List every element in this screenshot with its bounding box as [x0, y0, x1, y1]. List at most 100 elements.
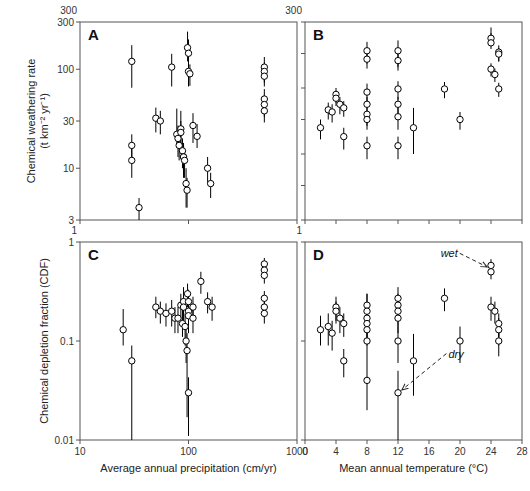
plot-area	[129, 32, 268, 220]
x-tick-label: 24	[485, 446, 497, 457]
data-point	[441, 86, 447, 92]
x-tick-label: 1000	[286, 446, 309, 457]
data-point	[190, 122, 196, 128]
data-point	[185, 298, 191, 304]
panel: 0481216202428DMean annual temperature (°…	[296, 225, 528, 474]
plot-area	[317, 27, 502, 159]
plot-frame	[305, 22, 522, 220]
x-tick	[522, 440, 523, 444]
x-tick-label: 0	[302, 446, 308, 457]
y-tick	[76, 121, 80, 122]
annotation: dry	[448, 348, 465, 360]
x-tick	[297, 220, 298, 224]
x-tick	[305, 220, 306, 224]
data-point	[492, 71, 498, 77]
data-point	[317, 125, 323, 131]
x-tick	[367, 440, 368, 444]
data-point	[261, 101, 267, 107]
data-point	[207, 180, 213, 186]
corner-annotation: 1	[296, 225, 302, 236]
error-bar	[131, 45, 132, 88]
figure: 31030100300AChemical weathering rate(t k…	[0, 0, 530, 491]
data-point	[496, 338, 502, 344]
x-tick	[460, 220, 461, 224]
data-point	[129, 358, 135, 364]
x-tick-label: 28	[516, 446, 528, 457]
data-point	[395, 86, 401, 92]
data-point	[410, 125, 416, 131]
annotation: wet	[441, 247, 459, 259]
data-point	[457, 338, 463, 344]
x-tick	[80, 440, 81, 444]
panel-label: B	[313, 26, 324, 43]
data-point	[168, 64, 174, 70]
data-point	[410, 358, 416, 364]
data-point	[190, 315, 196, 321]
data-point	[364, 302, 370, 308]
data-point	[198, 278, 204, 284]
data-point	[364, 116, 370, 122]
data-point	[185, 50, 191, 56]
panel: 1010010000.010.11CChemical depletion fra…	[38, 225, 309, 474]
y-tick-label: 10	[63, 163, 75, 174]
x-tick-label: 10	[74, 446, 86, 457]
y-tick-label: 3	[68, 215, 74, 226]
x-tick-label: 8	[364, 446, 370, 457]
panel-label: D	[313, 246, 324, 263]
data-point	[457, 116, 463, 122]
error-bar	[398, 327, 399, 363]
data-point	[395, 302, 401, 308]
plot-area	[120, 258, 268, 440]
data-point	[182, 323, 188, 329]
data-point	[364, 320, 370, 326]
data-point	[261, 73, 267, 79]
data-point	[364, 56, 370, 62]
data-point	[333, 95, 339, 101]
y-tick-label: 30	[63, 116, 75, 127]
x-tick	[336, 220, 337, 224]
data-point	[261, 108, 267, 114]
y-tick	[301, 440, 305, 441]
data-point	[488, 40, 494, 46]
data-point	[364, 377, 370, 383]
y-tick	[301, 185, 305, 186]
data-point	[175, 315, 181, 321]
data-point	[329, 330, 335, 336]
y-tick-label: 300	[57, 17, 74, 28]
panel-label: A	[88, 26, 99, 43]
corner-annotation: 300	[285, 5, 302, 16]
data-point	[333, 308, 339, 314]
data-point	[496, 320, 502, 326]
data-point	[179, 148, 185, 154]
data-point	[157, 118, 163, 124]
y-tick	[76, 22, 80, 23]
data-point	[129, 142, 135, 148]
y-tick	[301, 341, 305, 342]
plot-frame	[305, 242, 522, 440]
data-point	[395, 48, 401, 54]
x-tick	[336, 440, 337, 444]
annotation-arrow	[460, 253, 487, 267]
y-tick-label: 0.01	[55, 435, 75, 446]
x-tick	[398, 440, 399, 444]
data-point	[129, 157, 135, 163]
x-tick	[398, 220, 399, 224]
y-tick	[301, 22, 305, 23]
y-tick	[301, 154, 305, 155]
annotation-arrow	[402, 354, 447, 390]
x-tick-label: 100	[180, 446, 197, 457]
data-point	[184, 291, 190, 297]
panel: B 300	[285, 5, 522, 224]
plot-area	[317, 259, 502, 440]
x-tick	[491, 220, 492, 224]
data-point	[395, 101, 401, 107]
y-tick	[76, 341, 80, 342]
error-bar	[188, 377, 189, 436]
x-tick	[188, 220, 189, 224]
data-point	[194, 133, 200, 139]
data-point	[136, 204, 142, 210]
y-axis-label: Chemical weathering rate(t km⁻² yr⁻¹)	[25, 59, 50, 184]
corner-annotation: 1	[71, 225, 77, 236]
data-point	[341, 133, 347, 139]
data-point	[395, 57, 401, 63]
